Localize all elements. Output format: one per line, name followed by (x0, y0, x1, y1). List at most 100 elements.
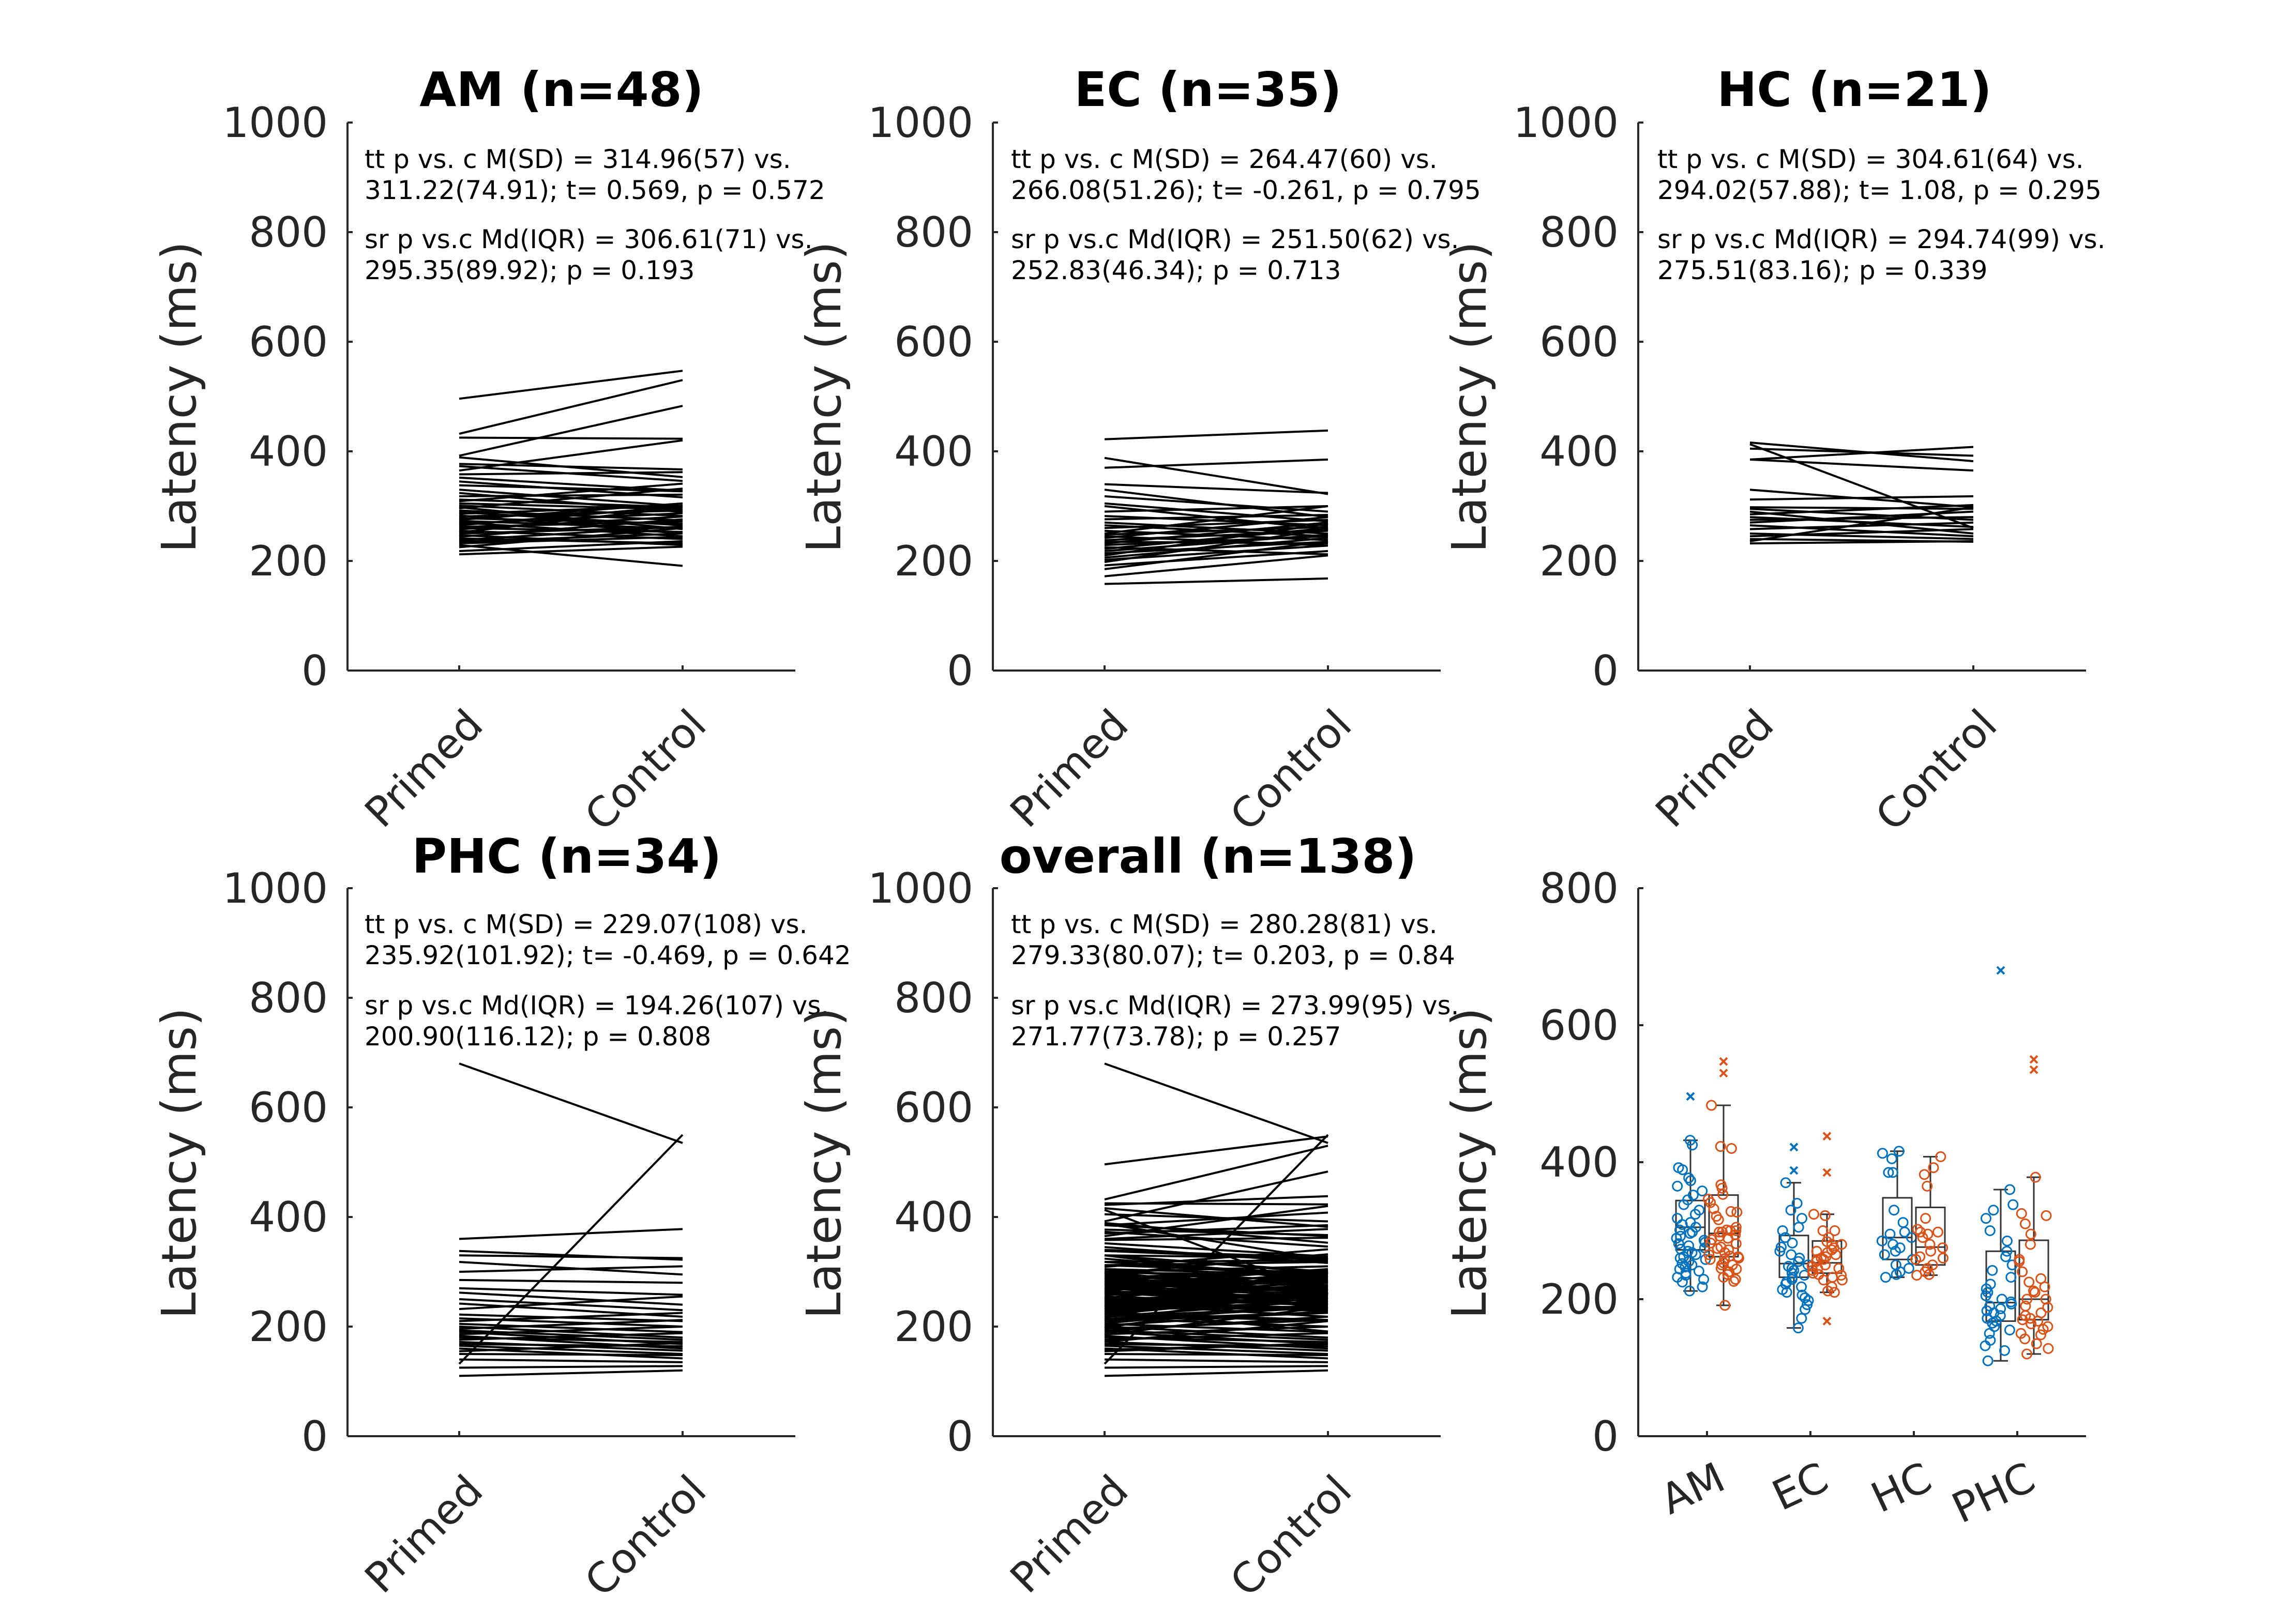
data-point (1928, 1162, 1939, 1174)
data-point (1833, 1262, 1845, 1274)
y-tick-label: 600 (894, 318, 973, 366)
data-point (1731, 1264, 1742, 1275)
pair-line (1104, 502, 1328, 523)
data-point (1684, 1228, 1696, 1239)
data-point (2019, 1218, 2031, 1229)
y-axis-label: Latency (ms) (796, 241, 852, 553)
y-tick-label: 400 (894, 1193, 973, 1241)
pair-line (459, 1319, 683, 1330)
data-point (2030, 1171, 2041, 1183)
data-point (1836, 1270, 1847, 1281)
data-point (1730, 1222, 1742, 1233)
y-tick-label: 600 (1539, 1001, 1619, 1049)
pair-line (459, 405, 683, 457)
data-point (1706, 1100, 1717, 1111)
y-tick-label: 0 (947, 647, 973, 695)
data-point (2006, 1298, 2017, 1310)
data-point (1800, 1304, 1811, 1315)
pair-line (459, 1062, 683, 1144)
pair-line (458, 1134, 684, 1365)
data-point (1884, 1228, 1896, 1240)
pair-line (459, 1358, 683, 1363)
pair-line (1104, 554, 1328, 577)
pair-line (1104, 1287, 1328, 1296)
data-point (2025, 1239, 2036, 1250)
pair-line (1104, 1319, 1328, 1330)
data-point (1893, 1146, 1905, 1157)
data-point (1703, 1249, 1715, 1260)
outlier-marker (1789, 1143, 1799, 1152)
data-point (1987, 1265, 1998, 1276)
pair-line (1104, 1272, 1328, 1276)
data-point (1714, 1226, 1725, 1238)
data-point (2031, 1338, 2042, 1349)
pair-line (1749, 506, 1974, 542)
y-tick-label: 0 (301, 1412, 328, 1460)
data-point (1924, 1239, 1936, 1250)
data-point (1781, 1287, 1792, 1298)
data-point (1697, 1185, 1708, 1197)
data-point (1673, 1238, 1684, 1250)
pair-line (459, 1298, 683, 1312)
pair-line (459, 1265, 683, 1273)
y-axis-label: Latency (ms) (1442, 241, 1497, 553)
pair-line (459, 1342, 683, 1352)
pair-line (1104, 1213, 1328, 1223)
data-point (1911, 1270, 1923, 1281)
data-point (2035, 1329, 2046, 1341)
data-point (1932, 1226, 1943, 1238)
data-point (1678, 1199, 1689, 1210)
annotation-line: tt p vs. c M(SD) = 229.07(108) vs. (365, 909, 807, 939)
pair-line (459, 488, 683, 510)
panel-am: AM (n=48) Latency (ms) tt p vs. c M(SD) … (152, 62, 825, 840)
pair-line (1104, 540, 1328, 570)
pair-line (1104, 1265, 1328, 1273)
data-point (2043, 1343, 2054, 1354)
data-point (1698, 1274, 1710, 1285)
y-tick-label: 200 (1539, 537, 1619, 585)
annotation-line: 279.33(80.07); t= 0.203, p = 0.84 (1011, 940, 1455, 970)
pair-line (459, 379, 683, 435)
y-axis-label: Latency (ms) (796, 1008, 852, 1319)
data-point (1731, 1207, 1743, 1218)
y-tick-label: 1000 (222, 99, 328, 147)
y-tick-label: 1000 (868, 99, 973, 147)
data-point (1677, 1164, 1688, 1176)
annotation-line: 311.22(74.91); t= 0.569, p = 0.572 (365, 175, 825, 205)
data-point (1817, 1225, 1829, 1236)
data-point (1796, 1313, 1807, 1324)
pair-line (1104, 1222, 1328, 1261)
y-tick-label: 400 (894, 428, 973, 476)
y-tick-label: 200 (894, 1303, 973, 1351)
data-point (2001, 1235, 2013, 1246)
data-point (2017, 1314, 2028, 1326)
y-tick-label: 400 (1539, 428, 1619, 476)
annotation-line: 294.02(57.88); t= 1.08, p = 0.295 (1657, 175, 2102, 205)
y-tick-label: 800 (249, 974, 328, 1022)
data-point (1730, 1274, 1741, 1285)
pair-line (1104, 1365, 1328, 1369)
y-tick-label: 600 (249, 1084, 328, 1132)
data-point (1883, 1167, 1894, 1178)
data-point (1808, 1209, 1820, 1220)
data-point (1715, 1141, 1726, 1152)
outlier-marker (1686, 1092, 1695, 1101)
pair-line (459, 1345, 683, 1355)
pair-line (1104, 1224, 1328, 1238)
data-point (1728, 1276, 1740, 1287)
panel-title: overall (n=138) (1000, 829, 1417, 884)
data-point (1689, 1209, 1701, 1220)
pair-line (1104, 1195, 1328, 1206)
data-point (1819, 1210, 1831, 1221)
y-tick-label: 800 (894, 208, 973, 256)
data-point (1717, 1226, 1728, 1238)
pair-line (1749, 504, 1974, 515)
pair-line (1749, 521, 1974, 530)
pair-line (1104, 527, 1328, 550)
pair-line (1104, 1291, 1328, 1306)
y-tick-label: 800 (1539, 864, 1619, 912)
pair-line (459, 1291, 683, 1306)
y-tick-label: 1000 (868, 864, 973, 912)
data-point (1671, 1232, 1682, 1244)
pair-line (459, 439, 683, 472)
